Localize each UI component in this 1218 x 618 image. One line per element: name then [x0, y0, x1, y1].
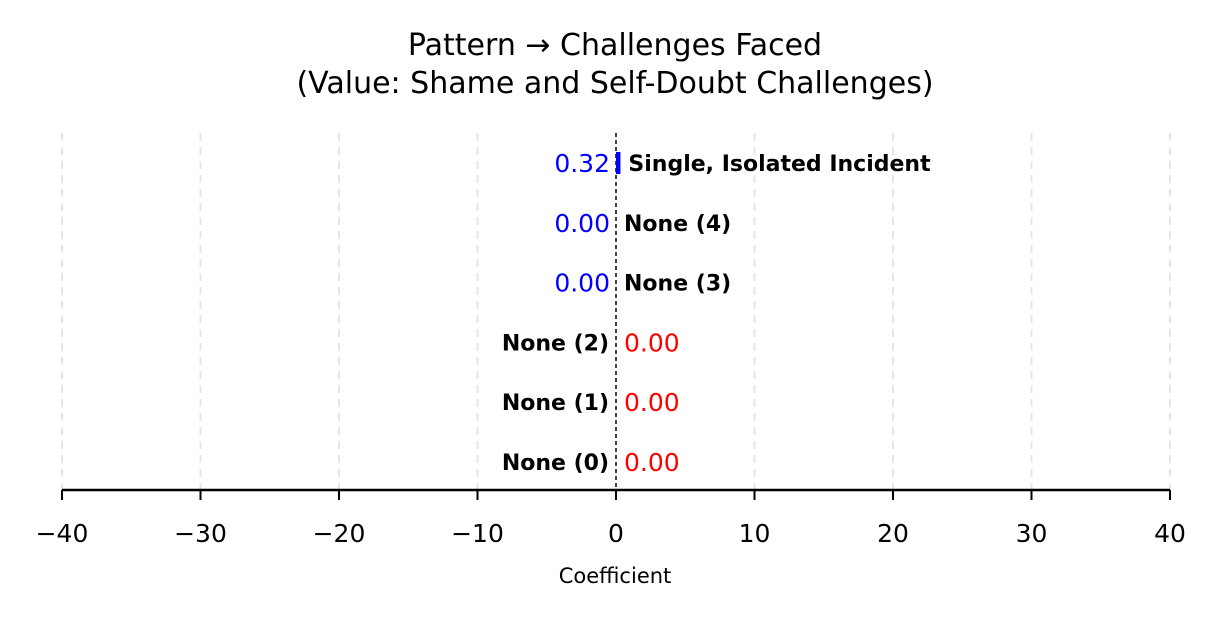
x-tick-label: 20	[877, 519, 909, 548]
category-label: None (0)	[502, 451, 609, 476]
x-tick-label: 0	[608, 519, 624, 548]
category-label: None (2)	[502, 331, 609, 356]
chart-title: Pattern → Challenges Faced	[408, 28, 822, 63]
value-label: 0.00	[624, 388, 680, 417]
x-tick-label: 40	[1154, 519, 1186, 548]
value-label: 0.00	[624, 448, 680, 477]
value-label: 0.00	[624, 328, 680, 357]
x-tick-label: 30	[1016, 519, 1048, 548]
x-axis-label: Coefficient	[559, 564, 672, 588]
value-label: 0.00	[554, 209, 610, 238]
x-tick-label: −10	[451, 519, 504, 548]
category-label: None (1)	[502, 391, 609, 416]
bar	[616, 152, 621, 174]
x-tick-label: −40	[36, 519, 89, 548]
x-tick-label: 10	[739, 519, 771, 548]
category-label: Single, Isolated Incident	[628, 152, 931, 177]
category-label: None (4)	[624, 212, 731, 237]
x-tick-label: −30	[174, 519, 227, 548]
bars	[616, 152, 621, 174]
bar-labels: Single, Isolated Incident 0.32 None (4) 0.0…	[502, 149, 931, 477]
value-label: 0.32	[554, 149, 610, 178]
x-axis: −40 −30 −20 −10 0 10 20 30 40	[36, 488, 1186, 548]
grid-lines	[61, 133, 1171, 490]
x-tick-label: −20	[313, 519, 366, 548]
value-label: 0.00	[554, 269, 610, 298]
chart-subtitle: (Value: Shame and Self-Doubt Challenges)	[296, 66, 933, 101]
category-label: None (3)	[624, 272, 731, 297]
